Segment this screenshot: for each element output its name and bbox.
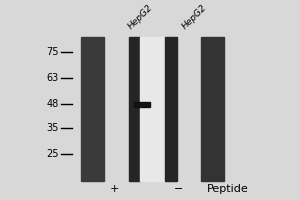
Text: −: − (174, 184, 183, 194)
Text: HepG2: HepG2 (126, 3, 154, 31)
Text: +: + (109, 184, 119, 194)
Bar (129, 37, 140, 181)
Bar (165, 37, 177, 181)
Text: Peptide: Peptide (207, 184, 249, 194)
Bar (81, 37, 103, 181)
Text: 48: 48 (46, 99, 59, 109)
Bar (140, 37, 165, 181)
Bar (201, 37, 224, 181)
Text: HepG2: HepG2 (180, 3, 208, 31)
Text: 25: 25 (46, 149, 58, 159)
Bar (134, 102, 150, 107)
Text: 35: 35 (46, 123, 59, 133)
Text: 63: 63 (46, 73, 59, 83)
Text: 75: 75 (46, 47, 58, 57)
